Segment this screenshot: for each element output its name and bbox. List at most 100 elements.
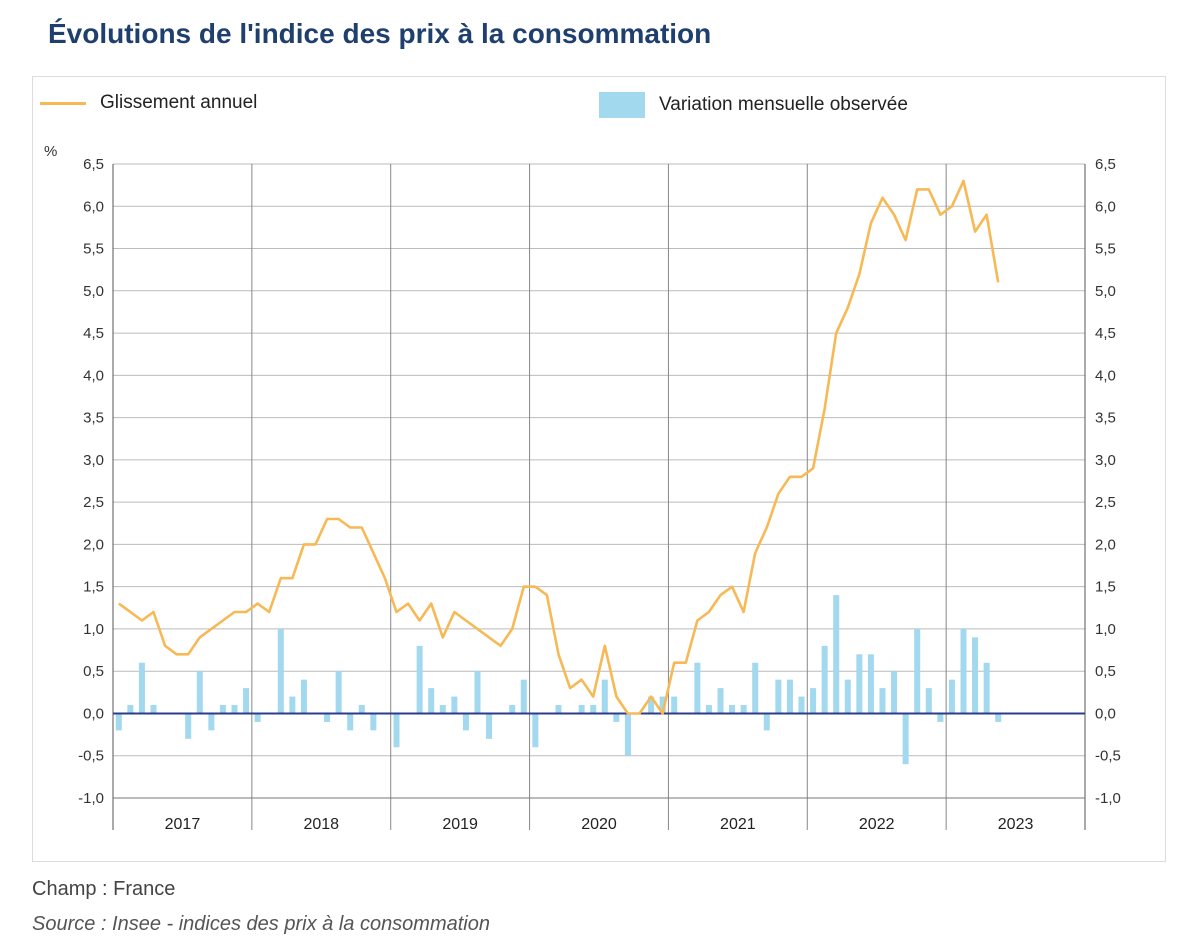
y-tick-label-right: 6,5 [1095,156,1116,173]
bar-mark [370,713,377,731]
bar-mark [254,713,261,722]
bar-mark [289,696,296,714]
bar-mark [972,637,979,714]
bar-mark [856,654,863,714]
bar-mark [879,688,886,714]
bar-mark [358,705,365,714]
bar-mark [937,713,944,722]
y-tick-label-right: 0,0 [1095,705,1116,722]
y-tick-label-left: 2,0 [83,536,104,553]
bar-mark [960,628,967,714]
bar-mark [983,662,990,714]
bar-mark [115,713,122,731]
bar-mark [844,679,851,714]
x-tick-label-year: 2020 [581,816,617,833]
series-line-glissement-annuel [118,179,1000,715]
y-axis-unit: % [44,143,58,160]
y-tick-label-left: 3,0 [83,452,104,469]
y-tick-label-left: 0,0 [83,705,104,722]
bar-mark [324,713,331,722]
y-tick-label-right: 1,0 [1095,621,1116,638]
bar-mark [219,705,226,714]
y-tick-label-left: 1,5 [83,579,104,596]
footer-source: Source : Insee - indices des prix à la c… [32,913,490,935]
bar-mark [150,705,157,714]
y-tick-label-right: -0,5 [1095,748,1121,765]
y-tick-label-left: 0,5 [83,663,104,680]
bar-mark [555,705,562,714]
bar-mark [300,679,307,714]
bar-mark [624,713,631,756]
bar-mark [439,705,446,714]
y-tick-label-left: 4,5 [83,325,104,342]
bar-mark [451,696,458,714]
x-tick-label-year: 2023 [998,816,1034,833]
bar-mark [867,654,874,714]
bar-mark [717,688,724,714]
bar-mark [659,696,666,714]
bar-mark [798,696,805,714]
legend-bar-label: Variation mensuelle observée [659,94,908,115]
bar-mark [462,713,469,731]
y-tick-label-left: 4,0 [83,367,104,384]
bar-mark [775,679,782,714]
y-tick-label-left: 2,5 [83,494,104,511]
bar-mark [613,713,620,722]
y-tick-label-right: 2,0 [1095,536,1116,553]
bar-mark [833,595,840,714]
bar-mark [902,713,909,765]
bar-mark [509,705,516,714]
bar-mark [925,688,932,714]
chart-title: Évolutions de l'indice des prix à la con… [48,18,712,49]
y-tick-label-right: 4,0 [1095,367,1116,384]
legend-line-swatch-icon [40,101,86,105]
bar-mark [243,688,250,714]
legend-bar-swatch-icon [599,92,645,118]
chart-panel [32,76,1166,862]
y-tick-label-right: 5,0 [1095,283,1116,300]
bar-mark [705,705,712,714]
y-tick-label-right: 5,5 [1095,241,1116,258]
bar-mark [948,679,955,714]
bar-mark [428,688,435,714]
x-tick-label-year: 2022 [859,816,895,833]
bar-mark [185,713,192,739]
y-tick-label-left: 5,5 [83,241,104,258]
bar-mark [277,628,284,714]
bar-mark [127,705,134,714]
bar-mark [694,662,701,714]
bar-mark [578,705,585,714]
bar-mark [995,713,1002,722]
y-tick-label-left: 1,0 [83,621,104,638]
bar-mark [729,705,736,714]
y-tick-label-right: 3,5 [1095,410,1116,427]
bar-mark [914,628,921,714]
y-tick-label-left: -0,5 [78,748,104,765]
bar-mark [138,662,145,714]
y-tick-label-left: 3,5 [83,410,104,427]
bar-mark [208,713,215,731]
y-tick-label-left: -1,0 [78,790,104,807]
bar-mark [474,671,481,714]
bar-mark [786,679,793,714]
y-tick-label-right: 6,0 [1095,198,1116,215]
legend-item-line[interactable]: Glissement annuel [40,92,257,114]
bar-mark [671,696,678,714]
footer-champ: Champ : France [32,878,176,900]
bar-mark [763,713,770,731]
bar-mark [752,662,759,714]
bar-mark [347,713,354,731]
bar-mark [335,671,342,714]
y-tick-label-left: 6,5 [83,156,104,173]
bar-mark [821,645,828,714]
legend-line-label: Glissement annuel [100,92,258,113]
y-tick-label-right: 4,5 [1095,325,1116,342]
x-tick-label-year: 2017 [165,816,201,833]
legend-item-bar[interactable]: Variation mensuelle observée [599,92,908,118]
bar-mark [891,671,898,714]
x-tick-label-year: 2019 [442,816,478,833]
y-tick-label-left: 5,0 [83,283,104,300]
bar-mark [231,705,238,714]
x-tick-label-year: 2018 [303,816,339,833]
y-tick-label-right: 0,5 [1095,663,1116,680]
